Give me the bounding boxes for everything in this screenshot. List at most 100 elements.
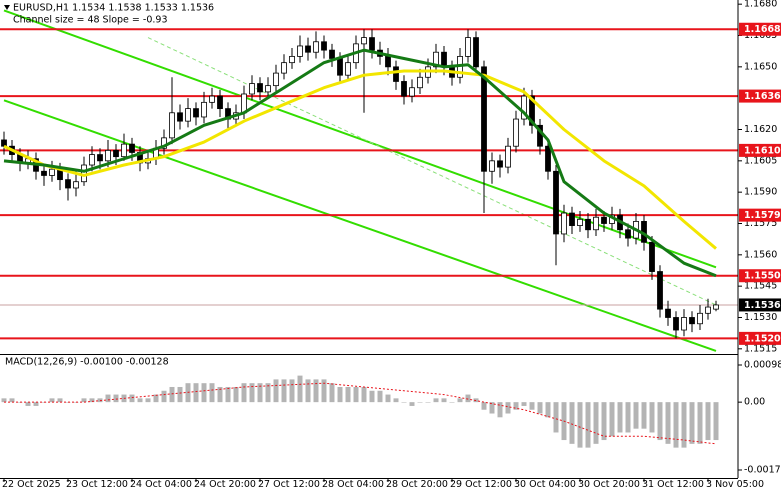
level-label: 1.1668: [744, 24, 781, 35]
candle-body: [321, 41, 327, 51]
macd-bar: [257, 383, 263, 403]
candle-body: [329, 49, 335, 59]
macd-bar: [25, 402, 31, 406]
x-tick-label: 24 Oct 04:00: [130, 479, 192, 489]
macd-bar: [129, 394, 135, 403]
candle-body: [201, 101, 207, 118]
macd-bar: [265, 383, 271, 403]
macd-bar: [385, 394, 391, 403]
macd-bar: [665, 402, 671, 444]
x-tick-label: 3 Nov 05:00: [706, 479, 764, 489]
macd-bar: [281, 379, 287, 403]
macd-bar: [345, 386, 351, 403]
level-label: 1.1579: [744, 210, 781, 221]
channel-line: [3, 99, 717, 352]
macd-bar: [681, 402, 687, 448]
candle-body: [681, 317, 687, 331]
y-tick-label: 1.1530: [744, 312, 777, 323]
candle-body: [473, 37, 479, 68]
x-tick-label: 29 Oct 12:00: [450, 479, 512, 489]
candle-body: [489, 160, 495, 172]
macd-bar: [465, 394, 471, 403]
macd-bar: [481, 402, 487, 410]
price-plot: [0, 9, 738, 352]
macd-bar: [89, 398, 95, 403]
macd-bar: [449, 402, 455, 403]
candle-body: [289, 55, 295, 64]
macd-bar: [273, 379, 279, 403]
macd-bar: [321, 379, 327, 403]
macd-bar: [249, 383, 255, 403]
macd-bar: [641, 402, 647, 429]
level-label-bg: [739, 208, 781, 222]
candle-body: [265, 85, 271, 93]
candle-body: [545, 145, 551, 172]
level-label-bg: [739, 269, 781, 283]
macd-bar: [297, 375, 303, 403]
macd-bar: [625, 402, 631, 433]
candle-body: [585, 218, 591, 231]
candle-body: [249, 83, 255, 95]
candle-body: [409, 87, 415, 97]
y-tick-label: 1.1590: [744, 187, 777, 198]
candle-body: [337, 58, 343, 76]
chart-subtitle: Channel size = 48 Slope = -0.93: [13, 15, 168, 26]
macd-bar: [193, 383, 199, 403]
candle-body: [577, 218, 583, 226]
last-price-bg: [739, 298, 781, 312]
candle-body: [393, 66, 399, 82]
level-label: 1.1520: [744, 333, 781, 344]
macd-bar: [393, 398, 399, 403]
candle-body: [313, 41, 319, 53]
candle-body: [401, 81, 407, 97]
level-label-bg: [739, 22, 781, 36]
candle-body: [673, 317, 679, 331]
macd-bar: [505, 402, 511, 414]
candle-body: [689, 317, 695, 325]
candle-body: [129, 143, 135, 153]
macd-bar: [553, 402, 559, 433]
candle-body: [273, 72, 279, 87]
y-tick-label: 1.1575: [744, 218, 777, 229]
x-tick-label: 22 Oct 2025: [2, 479, 61, 489]
candle-body: [89, 154, 95, 166]
macd-bar: [353, 386, 359, 403]
macd-bar: [657, 402, 663, 441]
candle-body: [169, 112, 175, 139]
macd-bar: [137, 398, 143, 403]
macd-bar: [209, 383, 215, 403]
level-label: 1.1636: [744, 91, 781, 102]
macd-bar: [377, 390, 383, 403]
macd-bar: [489, 402, 495, 414]
macd-tick-label: 0.00: [744, 397, 765, 408]
candle-body: [305, 45, 311, 53]
candle-body: [297, 45, 303, 57]
macd-bar: [225, 386, 231, 403]
candle-body: [185, 108, 191, 122]
macd-bar: [337, 386, 343, 403]
level-label: 1.1610: [744, 145, 781, 156]
macd-bar: [577, 402, 583, 448]
macd-bar: [241, 383, 247, 403]
candle-body: [697, 312, 703, 325]
candle-body: [529, 95, 535, 126]
candle-body: [369, 37, 375, 51]
macd-bar: [33, 402, 39, 406]
candle-body: [481, 66, 487, 172]
macd-bar: [697, 402, 703, 444]
moving-average: [3, 69, 717, 250]
macd-bar: [105, 394, 111, 403]
macd-bar: [113, 394, 119, 403]
macd-bar: [433, 398, 439, 403]
y-tick-label: 1.1650: [744, 61, 777, 72]
candle-body: [65, 179, 71, 189]
macd-bar: [81, 398, 87, 403]
macd-signal: [4, 382, 717, 445]
y-tick-label: 1.1620: [744, 124, 777, 135]
macd-bar: [497, 402, 503, 418]
candle-body: [97, 154, 103, 162]
macd-plot: [1, 375, 719, 448]
candle-body: [441, 51, 447, 68]
candle-body: [217, 95, 223, 110]
x-tick-label: 27 Oct 12:00: [258, 479, 320, 489]
